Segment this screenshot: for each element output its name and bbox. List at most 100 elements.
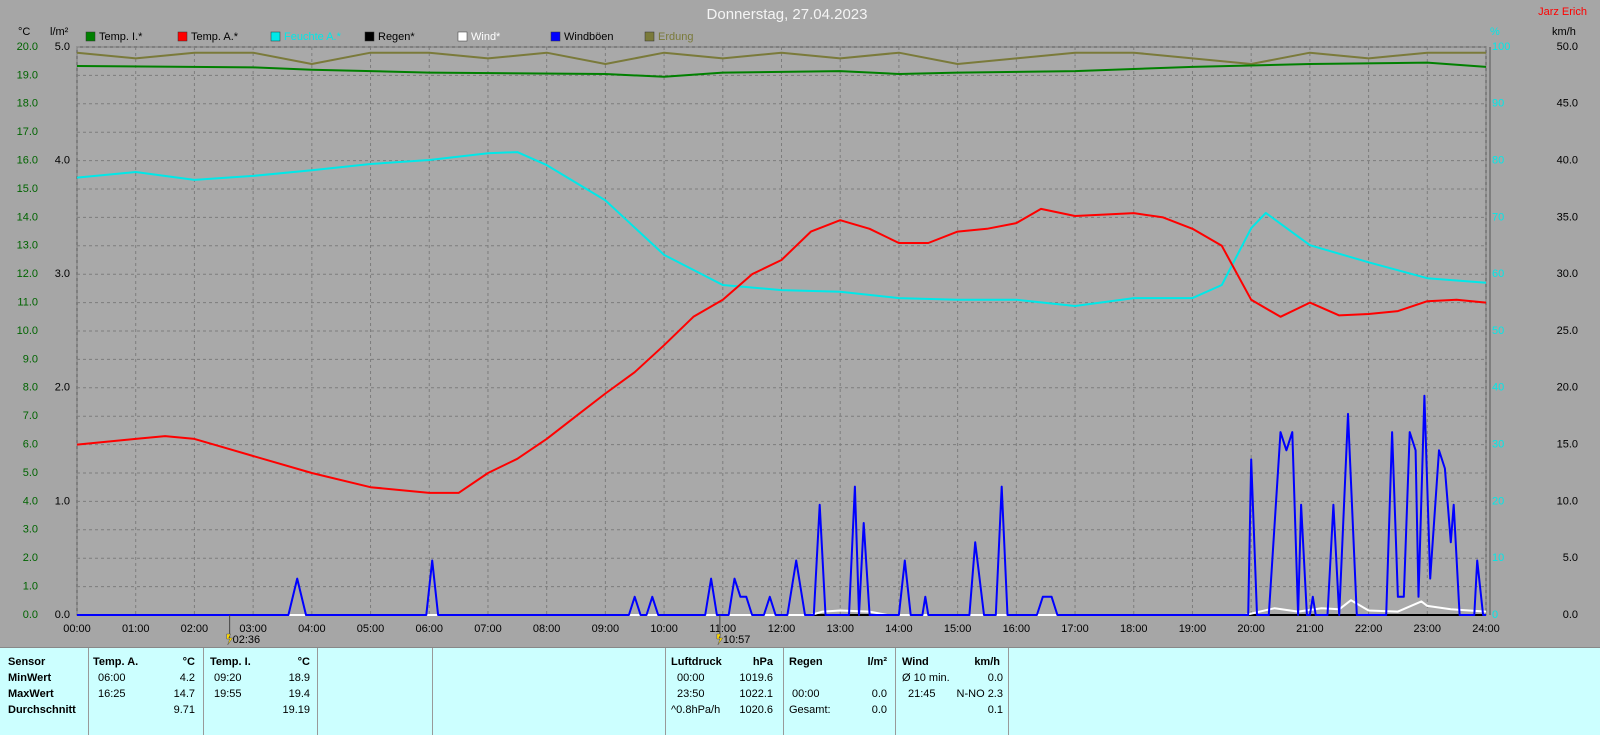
legend-label: Erdung: [658, 31, 693, 43]
time: 16:25: [98, 688, 126, 700]
y4-tick-label: 50: [1492, 325, 1504, 337]
y4-tick-label: 20: [1492, 495, 1504, 507]
x-tick-label: 12:00: [768, 623, 796, 635]
x-tick-label: 19:00: [1179, 623, 1207, 635]
value: 0.1: [987, 704, 1003, 716]
x-tick-label: 08:00: [533, 623, 561, 635]
time: 00:00: [792, 688, 820, 700]
y2-tick-label: 5.0: [1563, 552, 1578, 564]
row-label: MinWert: [8, 672, 52, 684]
y4-tick-label: 30: [1492, 439, 1504, 451]
legend-label: Temp. A.*: [191, 31, 239, 43]
x-tick-label: 16:00: [1003, 623, 1031, 635]
legend-swatch: [364, 31, 375, 42]
column-unit: °C: [297, 656, 310, 668]
series-line: [76, 151, 1487, 307]
series-line: [76, 51, 1486, 65]
x-tick-label: 01:00: [122, 623, 150, 635]
y-tick-label: 17.0: [17, 126, 38, 138]
y4-tick-label: 60: [1492, 268, 1504, 280]
avg-label: Ø 10 min.: [902, 672, 950, 684]
time: 19:55: [214, 688, 242, 700]
y-tick-label: 20.0: [17, 41, 38, 53]
x-tick-label: 00:00: [63, 623, 91, 635]
value: 0.0: [987, 672, 1003, 684]
x-tick-label: 23:00: [1414, 623, 1442, 635]
value: 18.9: [288, 672, 310, 684]
chart: Donnerstag, 27.04.2023 Jarz Erich °C l/m…: [17, 6, 1587, 646]
separator: [1008, 648, 1009, 735]
legend-swatch: [177, 31, 188, 42]
y-tick-label: 4.0: [23, 495, 38, 507]
column-header: Regen: [789, 656, 823, 668]
y2-tick-label: 30.0: [1557, 268, 1578, 280]
column-unit: km/h: [974, 656, 1000, 668]
x-tick-label: 11:00: [709, 623, 736, 635]
y4-unit: %: [1490, 26, 1500, 38]
legend-swatch: [85, 31, 96, 42]
time: 00:00: [677, 672, 705, 684]
time: 09:20: [214, 672, 242, 684]
value: 4.2: [179, 672, 195, 684]
y3-tick-label: 4.0: [55, 155, 70, 167]
column-unit: hPa: [752, 656, 773, 668]
x-tick-label: 18:00: [1120, 623, 1148, 635]
y4-tick-label: 90: [1492, 98, 1504, 110]
legend-label: Feuchte A.*: [284, 31, 342, 43]
author: Jarz Erich: [1538, 6, 1587, 18]
x-tick-label: 07:00: [474, 623, 502, 635]
value: 9.71: [173, 704, 195, 716]
y-tick-label: 11.0: [17, 297, 38, 309]
y2-tick-label: 45.0: [1557, 98, 1578, 110]
y3-tick-label: 0.0: [55, 609, 70, 621]
value: 1022.1: [739, 688, 773, 700]
y4-tick-label: 100: [1492, 41, 1510, 53]
separator: [665, 648, 666, 735]
event-icon: [226, 633, 234, 646]
trend: ^0.8hPa/h: [671, 704, 721, 716]
x-tick-label: 06:00: [415, 623, 443, 635]
time: 21:45: [908, 688, 936, 700]
separator: [203, 648, 204, 735]
legend-label: Windböen: [564, 31, 614, 43]
separator: [432, 648, 433, 735]
y-tick-label: 13.0: [17, 240, 38, 252]
y2-tick-label: 0.0: [1563, 609, 1578, 621]
time: 06:00: [98, 672, 126, 684]
y-unit: °C: [18, 26, 30, 38]
x-tick-label: 21:00: [1296, 623, 1324, 635]
y3-tick-label: 3.0: [55, 268, 70, 280]
value: N-NO 2.3: [956, 688, 1003, 700]
series-line: [77, 394, 1486, 616]
column-header: Luftdruck: [671, 656, 722, 668]
x-tick-label: 05:00: [357, 623, 385, 635]
y4-tick-label: 40: [1492, 382, 1504, 394]
y2-unit: km/h: [1552, 26, 1576, 38]
y4-tick-label: 80: [1492, 155, 1504, 167]
y-tick-label: 2.0: [23, 552, 38, 564]
y3-tick-label: 1.0: [55, 495, 70, 507]
y-tick-label: 1.0: [23, 581, 38, 593]
separator: [895, 648, 896, 735]
row-label: Durchschnitt: [8, 704, 76, 716]
value: 1019.6: [739, 672, 773, 684]
column-header: Wind: [902, 656, 929, 668]
separator: [783, 648, 784, 735]
y4-tick-label: 70: [1492, 211, 1504, 223]
x-tick-label: 17:00: [1061, 623, 1089, 635]
series-line: [76, 61, 1487, 78]
y2-tick-label: 50.0: [1557, 41, 1578, 53]
x-tick-label: 13:00: [826, 623, 854, 635]
legend-label: Wind*: [471, 31, 501, 43]
y-tick-label: 12.0: [17, 268, 38, 280]
y-tick-label: 15.0: [17, 183, 38, 195]
y4-tick-label: 0: [1492, 609, 1498, 621]
y-tick-label: 7.0: [23, 410, 38, 422]
legend-label: Regen*: [378, 31, 415, 43]
y3-tick-label: 2.0: [55, 382, 70, 394]
x-tick-label: 22:00: [1355, 623, 1383, 635]
y-tick-label: 14.0: [17, 211, 38, 223]
value: 1020.6: [739, 704, 773, 716]
column-unit: °C: [182, 656, 195, 668]
